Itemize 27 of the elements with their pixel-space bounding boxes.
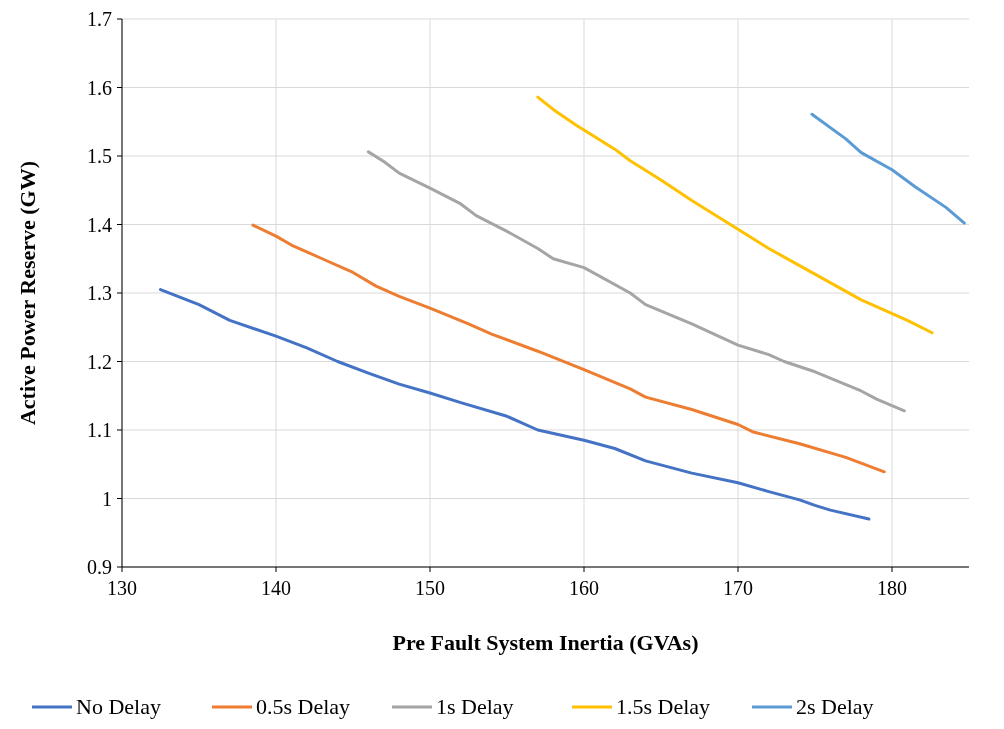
legend-label: 1s Delay <box>436 694 514 719</box>
y-tick-label: 0.9 <box>87 556 112 578</box>
legend-label: No Delay <box>76 694 161 719</box>
y-tick-label: 1.4 <box>87 213 112 236</box>
y-tick-label: 1.7 <box>87 8 112 30</box>
y-tick-label: 1.5 <box>87 145 112 167</box>
x-tick-label: 180 <box>877 577 907 599</box>
legend-label: 2s Delay <box>796 694 874 719</box>
x-tick-label: 170 <box>723 577 753 599</box>
y-tick-label: 1 <box>102 487 112 510</box>
line-series <box>536 95 934 335</box>
x-tick-label: 130 <box>107 577 137 599</box>
legend-label: 0.5s Delay <box>256 694 351 719</box>
y-axis-title: Active Power Reserve (GW) <box>15 160 40 426</box>
x-axis-title: Pre Fault System Inertia (GVAs) <box>392 630 699 655</box>
legend-label: 1.5s Delay <box>616 694 711 719</box>
y-tick-label: 1.6 <box>87 76 112 99</box>
line-series <box>366 150 906 413</box>
y-tick-label: 1.2 <box>87 350 112 373</box>
x-tick-label: 160 <box>569 577 599 599</box>
y-tick-label: 1.1 <box>87 419 112 441</box>
line-series <box>159 288 871 521</box>
line-series <box>251 223 886 474</box>
y-tick-label: 1.3 <box>87 282 112 304</box>
line-series <box>810 112 966 225</box>
x-tick-label: 150 <box>415 577 445 599</box>
x-tick-label: 140 <box>261 577 291 599</box>
